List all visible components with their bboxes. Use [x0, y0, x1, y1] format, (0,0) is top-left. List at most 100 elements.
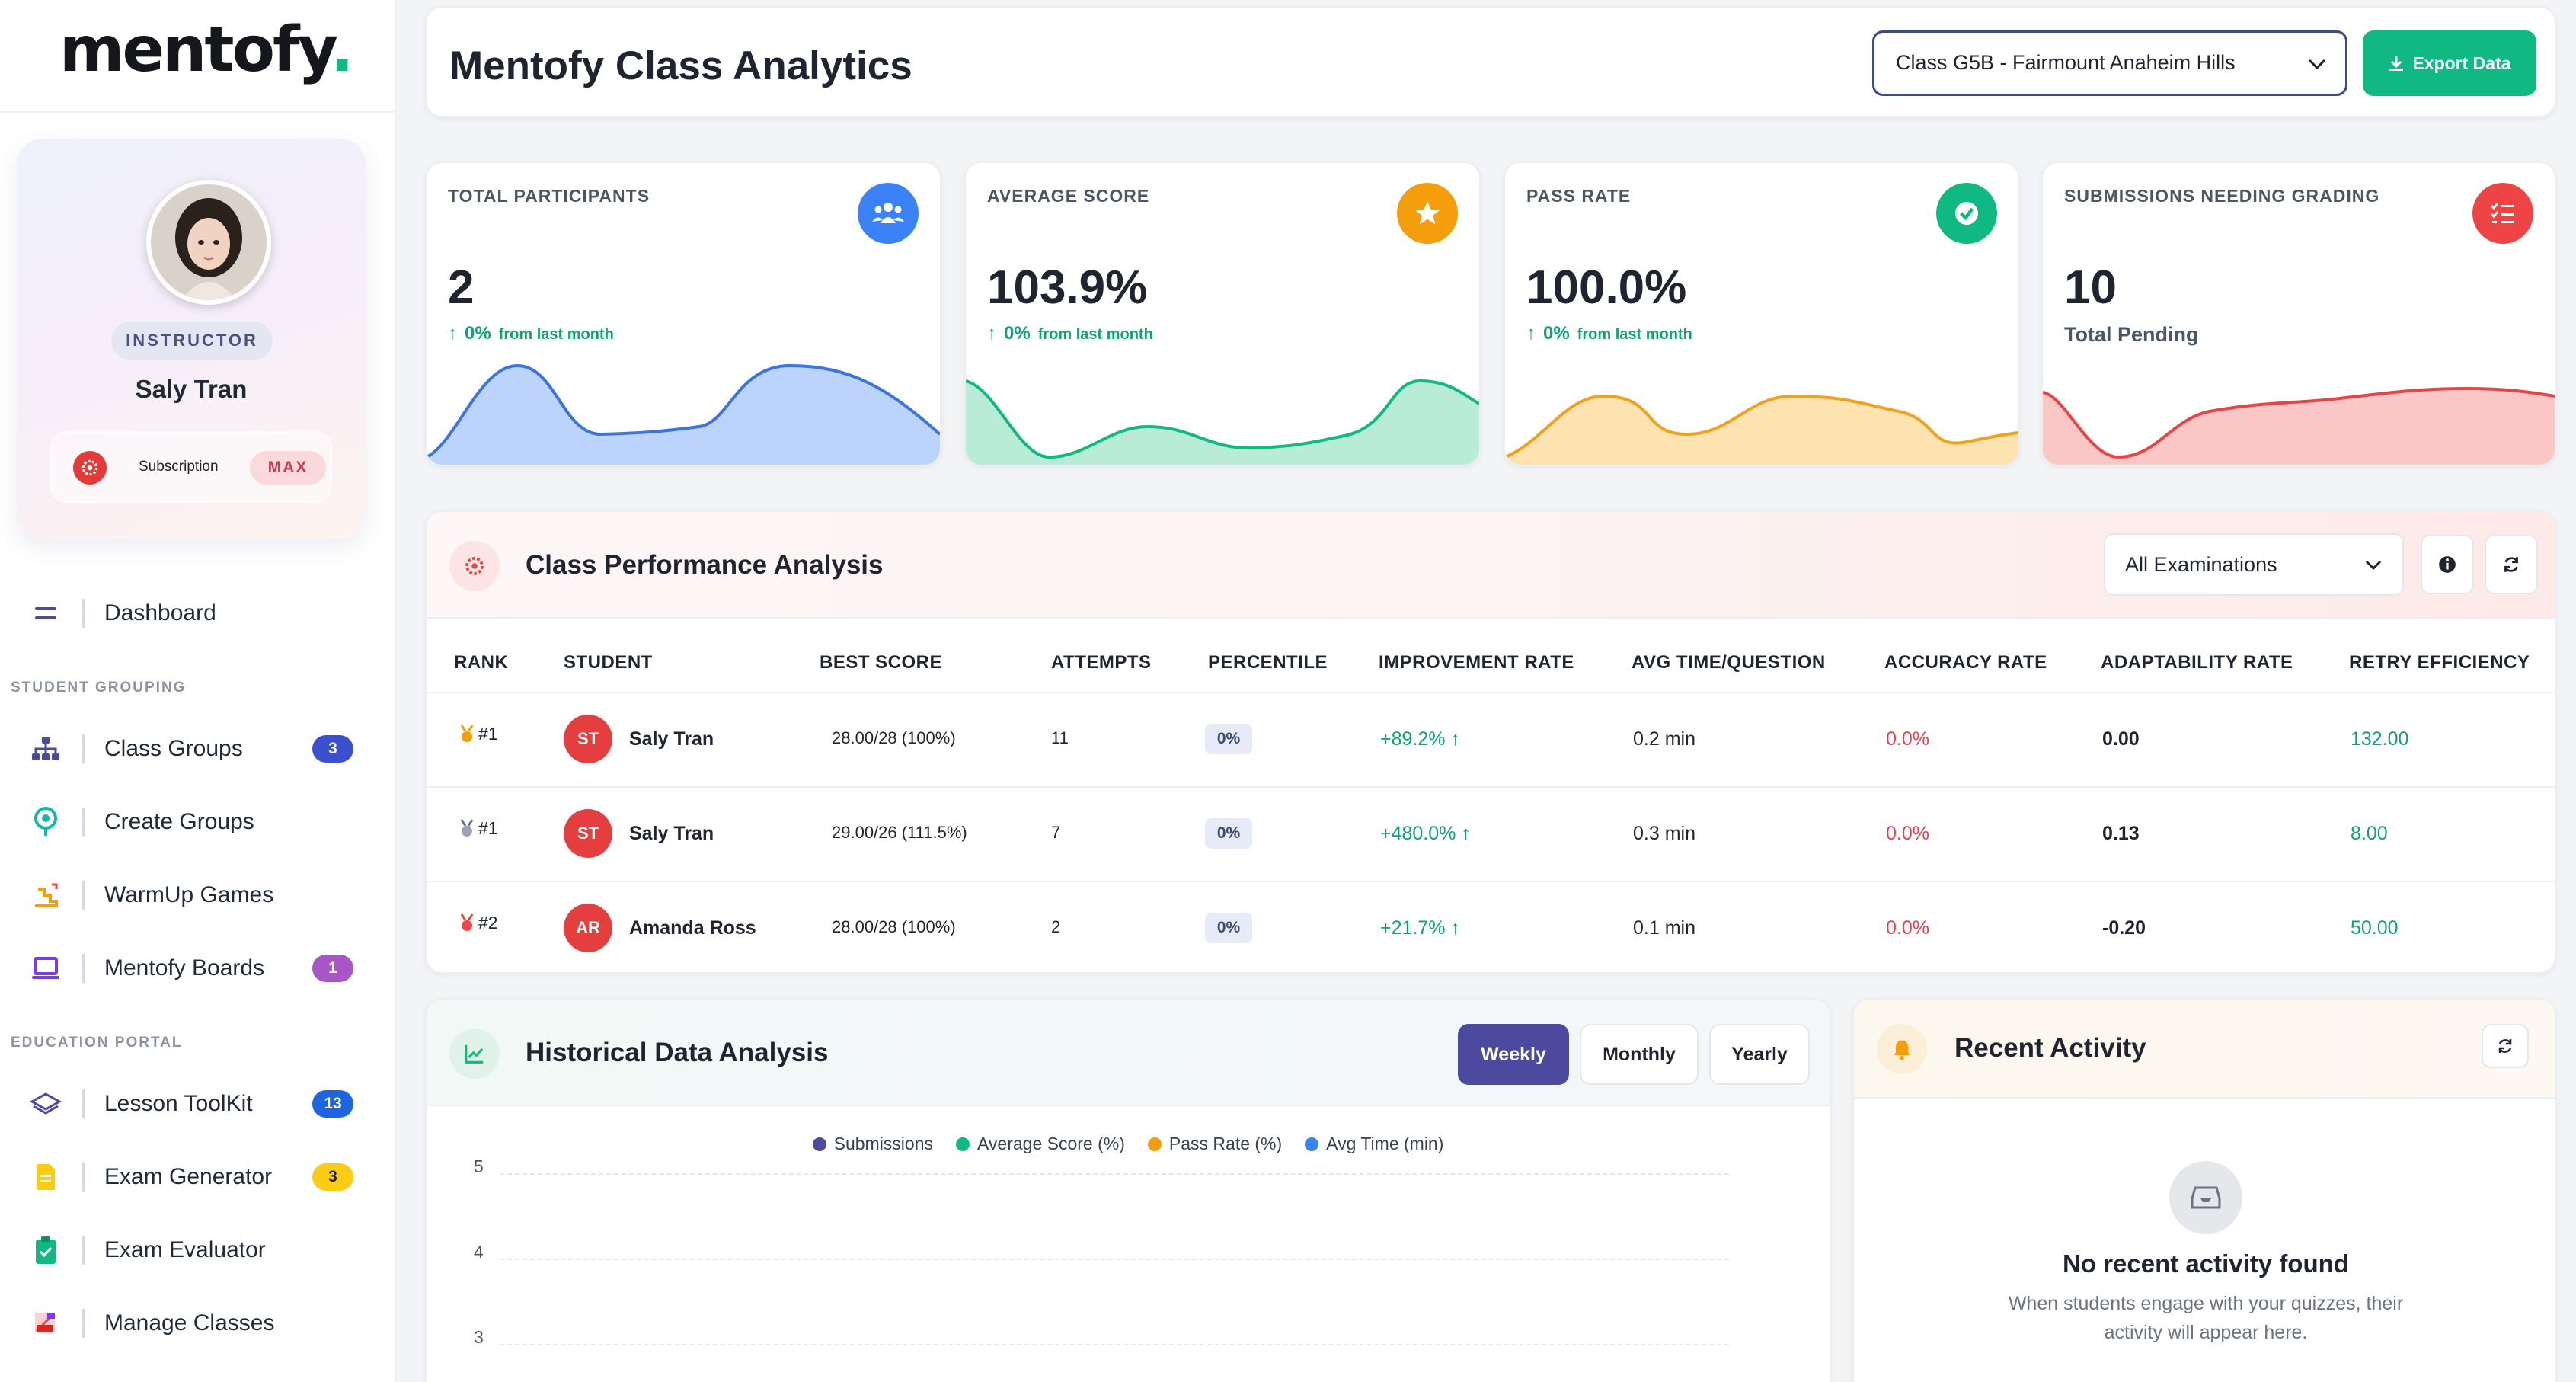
stat-card-submissions-grading: SUBMISSIONS NEEDING GRADING 10 Total Pen… — [2041, 162, 2556, 466]
location-pin-icon — [29, 805, 62, 839]
count-badge: 13 — [312, 1090, 353, 1118]
legend-swatch — [1147, 1137, 1162, 1151]
subscription-box[interactable]: Subscription MAX — [50, 431, 332, 503]
historical-title: Historical Data Analysis — [526, 1038, 829, 1067]
column-header: RANK — [454, 652, 509, 673]
activity-refresh-button[interactable] — [2482, 1024, 2529, 1068]
page-header: Mentofy Class Analytics Class G5B - Fair… — [425, 6, 2556, 117]
improvement-rate: +89.2% ↑ — [1380, 728, 1460, 750]
improvement-rate: +21.7% ↑ — [1380, 917, 1460, 939]
refresh-button[interactable] — [2485, 535, 2538, 594]
grid-line — [500, 1344, 1729, 1345]
rank-cell: #1 — [459, 818, 498, 839]
student-avatar: AR — [564, 904, 612, 952]
sidebar-item-manage-classes[interactable]: Manage Classes — [0, 1297, 396, 1350]
row-divider — [427, 881, 2555, 882]
laptop-icon — [29, 952, 62, 985]
column-header: RETRY EFFICIENCY — [2349, 652, 2530, 673]
sidebar-item-label: Exam Generator — [104, 1164, 273, 1189]
stat-label: SUBMISSIONS NEEDING GRADING — [2064, 186, 2380, 206]
star-icon — [1397, 183, 1458, 244]
class-performance-card: Class Performance Analysis All Examinati… — [425, 510, 2556, 974]
nav-separator — [82, 1236, 85, 1265]
stat-card-total-participants: TOTAL PARTICIPANTS 2 ↑ 0% from last mont… — [425, 162, 941, 466]
refresh-icon — [2504, 557, 2518, 572]
stat-card-pass-rate: PASS RATE 100.0% ↑ 0% from last month — [1504, 162, 2020, 466]
adaptability-rate: 0.00 — [2102, 728, 2140, 750]
sidebar-item-label: Create Groups — [104, 809, 254, 834]
logo-area: mentofy. — [0, 0, 395, 113]
sidebar: mentofy. INSTRUCTOR Saly Tran Subscripti… — [0, 0, 396, 1382]
sidebar-item-create-groups[interactable]: Create Groups — [0, 795, 396, 849]
legend-swatch — [1305, 1137, 1319, 1151]
chart-legend: Submissions Average Score (%) Pass Rate … — [427, 1134, 1830, 1154]
student-avatar: ST — [564, 715, 612, 763]
gear-icon — [449, 541, 500, 591]
avg-time: 0.3 min — [1633, 823, 1695, 844]
sidebar-item-label: Manage Classes — [104, 1310, 275, 1336]
tab-yearly[interactable]: Yearly — [1709, 1024, 1810, 1085]
count-badge: 3 — [312, 1163, 353, 1191]
stat-label: TOTAL PARTICIPANTS — [448, 186, 650, 206]
student-name[interactable]: Saly Tran — [629, 728, 714, 750]
row-divider — [427, 786, 2555, 788]
sidebar-item-label: Mentofy Boards — [104, 955, 265, 981]
retry-efficiency: 50.00 — [2351, 917, 2399, 939]
export-button[interactable]: Export Data — [2363, 30, 2536, 96]
sparkline — [1505, 394, 2018, 465]
student-name[interactable]: Amanda Ross — [629, 917, 756, 939]
sidebar-item-lesson-toolkit[interactable]: Lesson ToolKit 13 — [0, 1077, 396, 1131]
arrow-up-icon: ↑ — [1450, 917, 1460, 939]
activity-title: Recent Activity — [1954, 1033, 2146, 1063]
legend-item[interactable]: Pass Rate (%) — [1147, 1134, 1282, 1154]
best-score: 28.00/28 (100%) — [832, 917, 956, 936]
tab-monthly[interactable]: Monthly — [1580, 1024, 1699, 1085]
legend-item[interactable]: Avg Time (min) — [1305, 1134, 1443, 1154]
legend-item[interactable]: Average Score (%) — [956, 1134, 1125, 1154]
tab-weekly[interactable]: Weekly — [1458, 1024, 1569, 1085]
best-score: 28.00/28 (100%) — [832, 728, 956, 747]
avatar[interactable] — [146, 180, 271, 305]
sidebar-item-label: Dashboard — [104, 600, 216, 625]
legend-swatch — [812, 1137, 826, 1151]
adaptability-rate: -0.20 — [2102, 917, 2146, 939]
stat-value: 10 — [2064, 261, 2117, 314]
download-icon — [2389, 56, 2404, 71]
column-header: AVG TIME/QUESTION — [1632, 652, 1826, 673]
stat-change: ↑ 0% from last month — [1526, 323, 1692, 344]
historical-header: Historical Data Analysis Weekly Monthly … — [427, 1000, 1830, 1106]
column-header: ACCURACY RATE — [1884, 652, 2047, 673]
y-tick-label: 3 — [474, 1327, 484, 1347]
adaptability-rate: 0.13 — [2102, 823, 2140, 844]
nav-section-student-grouping: STUDENT GROUPING — [11, 680, 187, 696]
stat-value: 2 — [448, 261, 475, 314]
nav-separator — [82, 734, 85, 763]
attempts: 11 — [1051, 728, 1069, 747]
accuracy-rate: 0.0% — [1886, 728, 1929, 750]
sparkline — [966, 379, 1479, 465]
menu-icon — [29, 597, 62, 630]
chevron-down-icon — [2365, 560, 2382, 571]
sidebar-item-exam-evaluator[interactable]: Exam Evaluator — [0, 1224, 396, 1277]
subscription-label: Subscription — [139, 459, 219, 475]
inbox-icon — [2169, 1161, 2242, 1234]
class-select[interactable]: Class G5B - Fairmount Anaheim Hills — [1872, 30, 2347, 96]
nav-separator — [82, 954, 85, 983]
sidebar-item-class-groups[interactable]: Class Groups 3 — [0, 722, 396, 776]
medal-icon — [460, 913, 474, 931]
sidebar-item-dashboard[interactable]: Dashboard — [0, 587, 396, 640]
student-name[interactable]: Saly Tran — [629, 823, 714, 844]
sidebar-item-exam-generator[interactable]: Exam Generator 3 — [0, 1150, 396, 1204]
info-button[interactable] — [2421, 535, 2474, 594]
exam-filter-select[interactable]: All Examinations — [2104, 533, 2404, 596]
sidebar-item-warmup-games[interactable]: WarmUp Games — [0, 869, 396, 922]
classroom-icon — [29, 1307, 62, 1340]
legend-item[interactable]: Submissions — [812, 1134, 933, 1154]
sparkline — [2043, 386, 2555, 465]
sidebar-item-mentofy-boards[interactable]: Mentofy Boards 1 — [0, 942, 396, 995]
role-badge: INSTRUCTOR — [111, 322, 273, 360]
app-logo[interactable]: mentofy. — [59, 14, 354, 86]
avg-time: 0.1 min — [1633, 917, 1695, 939]
class-select-value: Class G5B - Fairmount Anaheim Hills — [1896, 51, 2236, 74]
best-score: 29.00/26 (111.5%) — [832, 823, 967, 842]
